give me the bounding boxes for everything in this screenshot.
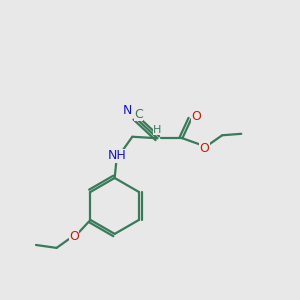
Text: O: O (200, 142, 209, 155)
Text: O: O (69, 230, 79, 243)
Text: NH: NH (108, 149, 127, 162)
Text: O: O (192, 110, 202, 123)
Text: H: H (153, 125, 161, 135)
Text: C: C (134, 108, 142, 121)
Text: N: N (122, 104, 132, 117)
